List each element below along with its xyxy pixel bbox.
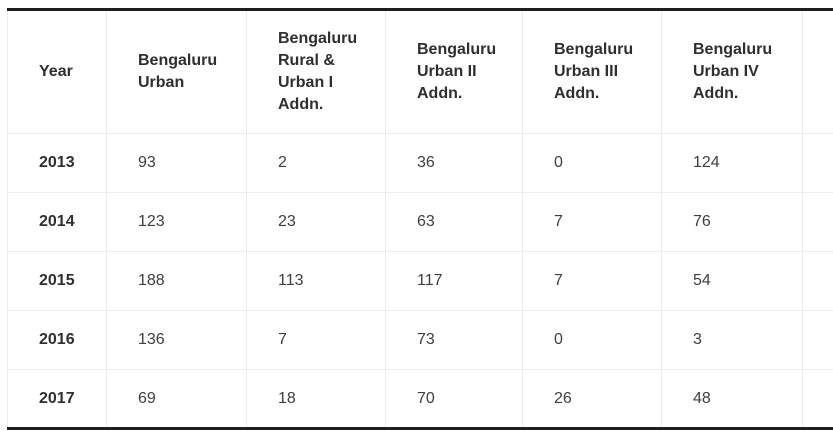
column-header-bengaluru-rural-urban-1: Bengaluru Rural & Urban I Addn.	[246, 9, 386, 134]
data-cell: 69	[106, 369, 247, 429]
data-cell: 70	[385, 369, 523, 429]
column-header-bengaluru-urban-3: Bengaluru Urban III Addn.	[522, 9, 662, 134]
data-cell: 18	[246, 369, 386, 429]
data-cell: 48	[661, 369, 803, 429]
data-cell: 136	[106, 310, 247, 370]
data-cell: 36	[385, 133, 523, 193]
data-cell: 0	[522, 133, 662, 193]
data-cell: 0	[522, 310, 662, 370]
bengaluru-year-table: Year Bengaluru Urban Bengaluru Rural & U…	[7, 8, 833, 430]
data-cell: 117	[385, 251, 523, 311]
data-cell: 54	[661, 251, 803, 311]
empty-cell	[802, 192, 833, 252]
data-cell: 63	[385, 192, 523, 252]
data-cell: 7	[246, 310, 386, 370]
data-cell: 123	[106, 192, 247, 252]
empty-cell	[802, 251, 833, 311]
table-row: 2014 123 23 63 7 76	[7, 192, 833, 252]
data-cell: 7	[522, 192, 662, 252]
data-cell: 2	[246, 133, 386, 193]
data-cell: 3	[661, 310, 803, 370]
table-row: 2013 93 2 36 0 124	[7, 133, 833, 193]
data-cell: 113	[246, 251, 386, 311]
data-cell: 73	[385, 310, 523, 370]
empty-cell	[802, 133, 833, 193]
year-cell: 2013	[7, 133, 107, 193]
data-cell: 188	[106, 251, 247, 311]
year-cell: 2014	[7, 192, 107, 252]
column-header-bengaluru-urban: Bengaluru Urban	[106, 9, 247, 134]
year-cell: 2017	[7, 369, 107, 429]
data-cell: 7	[522, 251, 662, 311]
table-row: 2017 69 18 70 26 48	[7, 369, 833, 429]
data-cell: 23	[246, 192, 386, 252]
empty-cell	[802, 369, 833, 429]
column-header-bengaluru-urban-2: Bengaluru Urban II Addn.	[385, 9, 523, 134]
column-header-empty	[802, 9, 833, 134]
empty-cell	[802, 310, 833, 370]
year-cell: 2016	[7, 310, 107, 370]
data-cell: 76	[661, 192, 803, 252]
column-header-bengaluru-urban-4: Bengaluru Urban IV Addn.	[661, 9, 803, 134]
data-cell: 93	[106, 133, 247, 193]
year-cell: 2015	[7, 251, 107, 311]
table-row: 2015 188 113 117 7 54	[7, 251, 833, 311]
data-cell: 124	[661, 133, 803, 193]
column-header-year: Year	[7, 9, 107, 134]
table-row: 2016 136 7 73 0 3	[7, 310, 833, 370]
data-cell: 26	[522, 369, 662, 429]
bengaluru-year-table-container: Year Bengaluru Urban Bengaluru Rural & U…	[7, 8, 833, 430]
table-header-row: Year Bengaluru Urban Bengaluru Rural & U…	[7, 9, 833, 134]
